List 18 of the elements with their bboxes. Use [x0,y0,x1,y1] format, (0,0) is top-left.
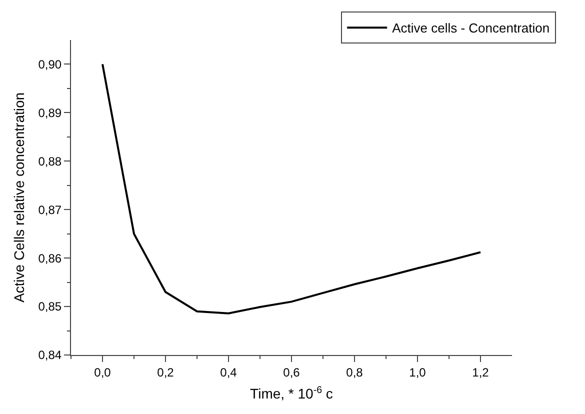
y-tick-label: 0,84 [38,348,62,362]
x-tick-label: 0,0 [94,365,112,380]
x-tick-label: 1,0 [409,365,426,380]
y-tick-label: 0,88 [38,154,62,168]
y-tick-label: 0,90 [38,57,62,72]
x-tick-label: 1,2 [472,365,490,380]
line-series [102,63,482,314]
y-tick-label: 0,85 [38,300,62,314]
y-axis-title: Active Cells relative concentration [10,92,27,303]
x-tick-label: 0,4 [220,365,238,380]
y-tick-label: 0,86 [38,251,62,266]
x-axis-title: Time, * 10$^{-6}$ c [250,384,333,402]
legend-label: Active cells - Concentration [392,20,550,36]
y-tick-label: 0,87 [38,202,62,217]
y-tick-label: 0,89 [38,106,62,120]
x-tick-label: 0,8 [346,365,364,380]
x-tick-label: 0,6 [283,365,300,380]
x-tick-label: 0,2 [157,365,174,380]
